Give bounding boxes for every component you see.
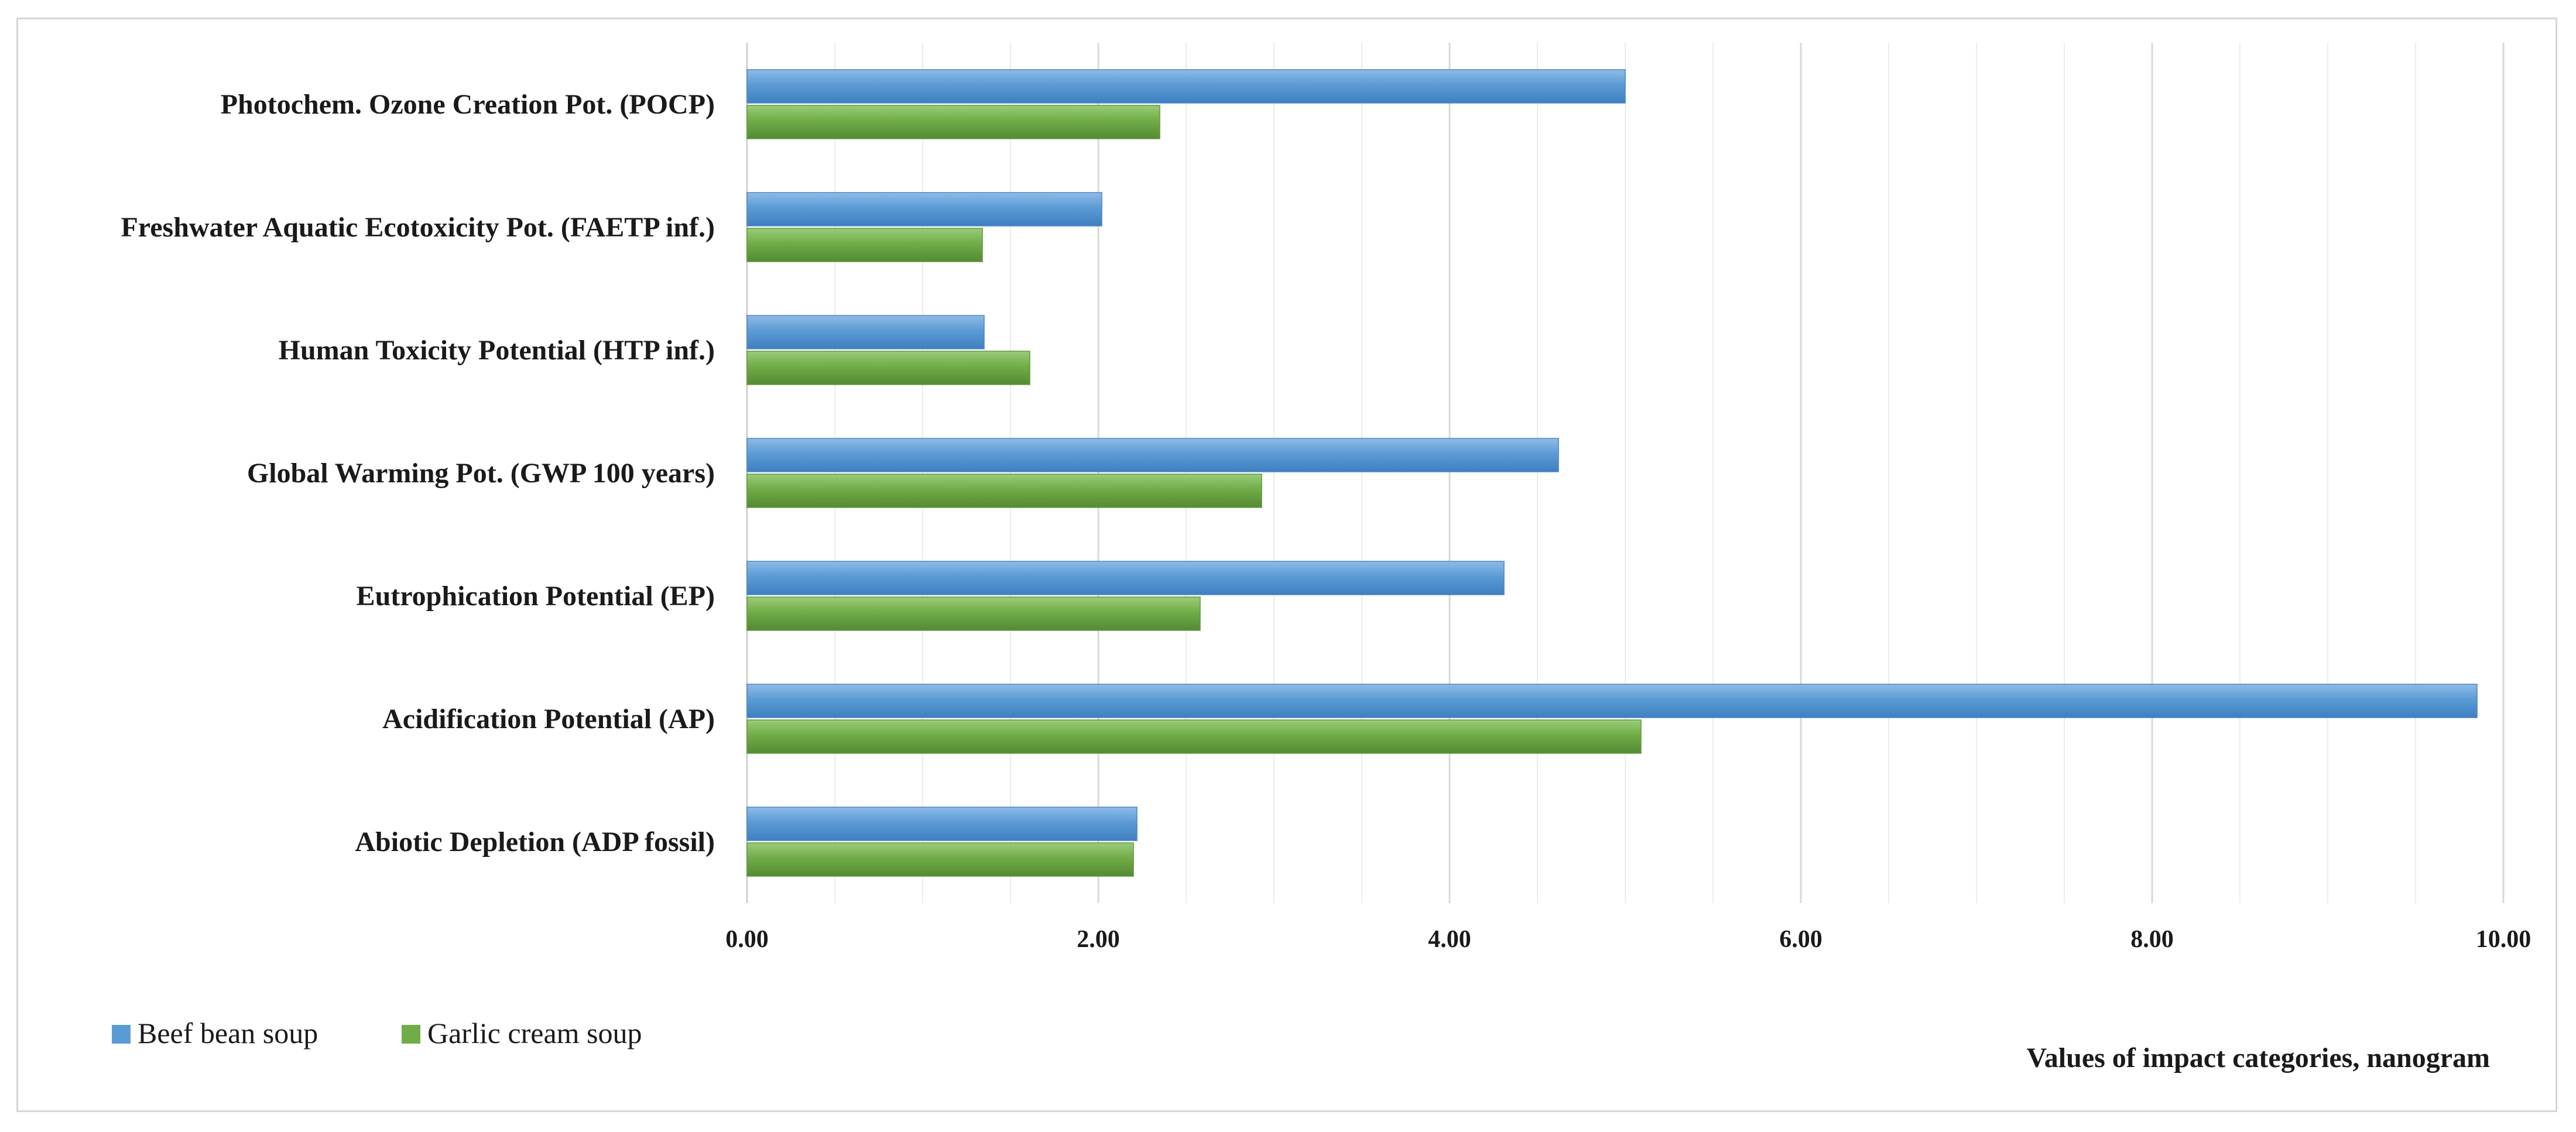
category-label: Global Warming Pot. (GWP 100 years) <box>247 458 715 489</box>
bar-beef-bean-soup <box>746 684 2478 718</box>
bar-chart: Abiotic Depletion (ADP fossil) Acidificat… <box>112 43 2531 1073</box>
x-tick-label: 2.00 <box>1077 926 1120 953</box>
x-tick-label: 4.00 <box>1428 926 1471 953</box>
legend-item-garlic-cream-soup: Garlic cream soup <box>402 1017 642 1049</box>
legend-swatch <box>402 1025 420 1044</box>
x-tick-label: 10.00 <box>2476 926 2532 953</box>
category-label: Photochem. Ozone Creation Pot. (POCP) <box>221 89 715 120</box>
bar-garlic-cream-soup <box>746 596 1201 631</box>
legend-label: Beef bean soup <box>138 1017 318 1049</box>
bar-garlic-cream-soup <box>746 842 1134 877</box>
bar-beef-bean-soup <box>746 69 1626 104</box>
bar-garlic-cream-soup <box>746 105 1160 139</box>
category-label: Freshwater Aquatic Ecotoxicity Pot. (FAE… <box>121 212 715 243</box>
bar-beef-bean-soup <box>746 438 1559 472</box>
category-label: Human Toxicity Potential (HTP inf.) <box>279 335 715 366</box>
x-tick-labels: 0.00 2.00 4.00 6.00 8.00 10.00 <box>725 926 2531 953</box>
legend-swatch <box>112 1025 131 1044</box>
bar-beef-bean-soup <box>746 315 985 349</box>
x-tick-label: 8.00 <box>2130 926 2174 953</box>
x-axis-title: Values of impact categories, nanogram <box>2027 1042 2490 1073</box>
bars <box>746 69 2478 877</box>
category-label: Acidification Potential (AP) <box>382 704 715 735</box>
chart-frame: Abiotic Depletion (ADP fossil) Acidificat… <box>16 18 2557 1112</box>
category-labels: Abiotic Depletion (ADP fossil) Acidificat… <box>121 89 715 857</box>
bar-beef-bean-soup <box>746 192 1102 227</box>
legend: Beef bean soup Garlic cream soup <box>112 1017 642 1049</box>
bar-beef-bean-soup <box>746 807 1138 841</box>
bar-beef-bean-soup <box>746 561 1505 595</box>
x-tick-label: 0.00 <box>725 926 769 953</box>
bar-garlic-cream-soup <box>746 228 983 262</box>
x-tick-label: 6.00 <box>1779 926 1823 953</box>
bar-garlic-cream-soup <box>746 474 1262 508</box>
legend-item-beef-bean-soup: Beef bean soup <box>112 1017 318 1049</box>
category-label: Eutrophication Potential (EP) <box>357 581 715 612</box>
bar-garlic-cream-soup <box>746 719 1642 754</box>
category-label: Abiotic Depletion (ADP fossil) <box>355 826 715 857</box>
bar-garlic-cream-soup <box>746 351 1030 385</box>
gridlines <box>746 43 2505 903</box>
legend-label: Garlic cream soup <box>427 1017 642 1049</box>
